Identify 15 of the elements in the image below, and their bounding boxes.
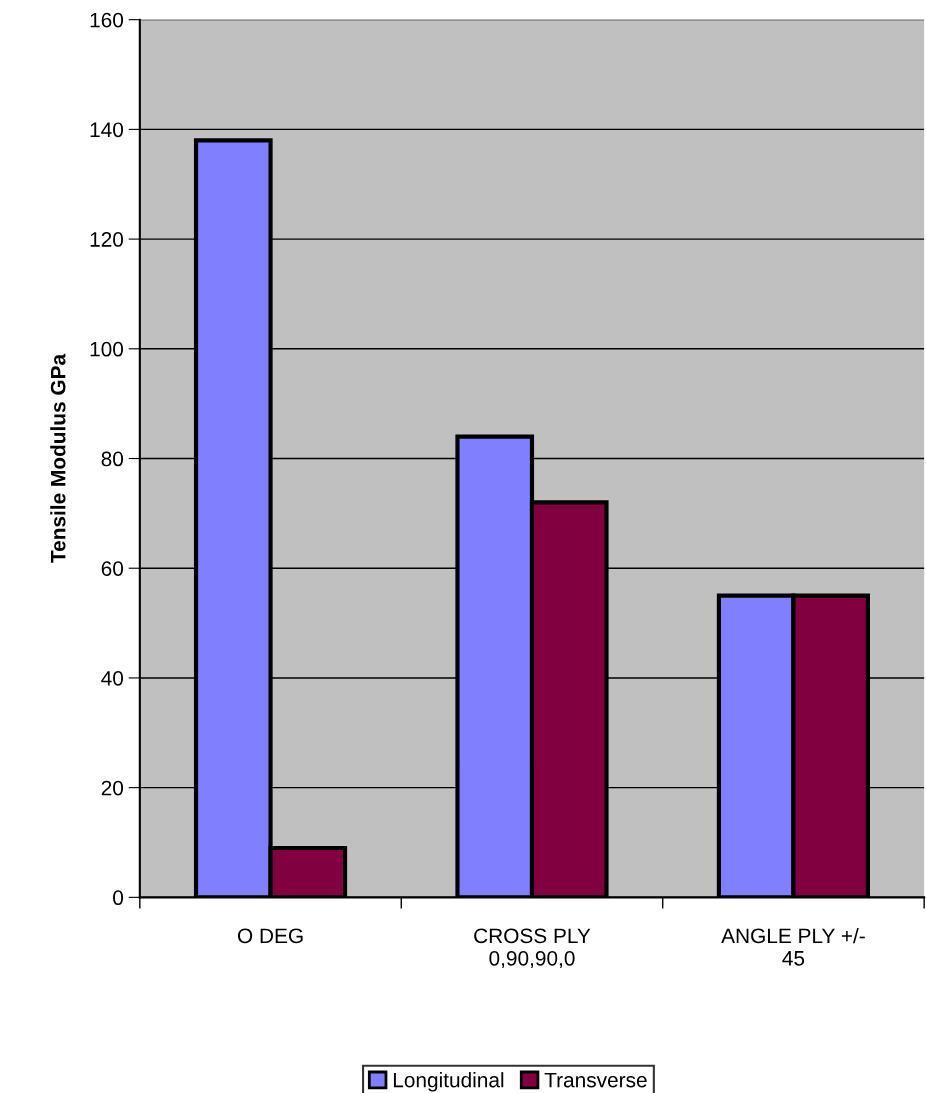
- y-tick-label: 40: [101, 670, 124, 686]
- y-tick-label: 160: [90, 12, 124, 28]
- legend-label: Transverse: [544, 1072, 647, 1088]
- x-tick-label: CROSS PLY 0,90,90,0: [474, 928, 591, 969]
- y-tick-label: 60: [101, 561, 124, 576]
- y-axis-title: Tensile Modulus GPa: [50, 353, 66, 563]
- y-tick-label: 20: [101, 780, 124, 796]
- y-tick-label: 0: [113, 890, 124, 906]
- x-tick-label: O DEG: [237, 928, 303, 944]
- legend-label: Longitudinal: [393, 1072, 504, 1092]
- x-tick-label: ANGLE PLY +/- 45: [721, 927, 865, 966]
- y-tick-label: 80: [101, 451, 124, 467]
- y-tick-label: 100: [90, 341, 124, 357]
- y-tick-label: 120: [90, 232, 124, 247]
- y-tick-label: 140: [90, 122, 124, 138]
